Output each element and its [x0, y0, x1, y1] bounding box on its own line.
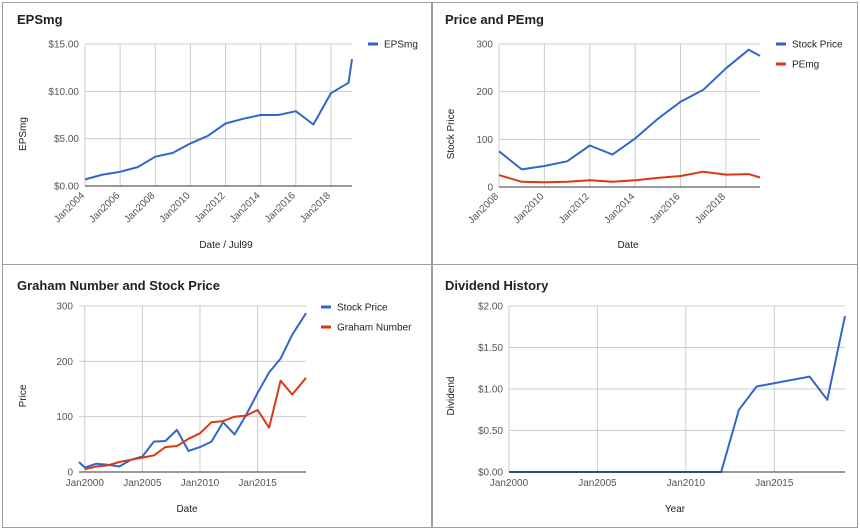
x-tick-label: Jan2014 [228, 190, 263, 225]
x-tick-label: Jan2005 [123, 478, 162, 489]
y-tick-label: $5.00 [54, 134, 79, 145]
chart-title: Graham Number and Stock Price [17, 278, 220, 293]
y-axis-label: Stock Price [446, 108, 457, 159]
x-tick-label: Jan2008 [466, 191, 501, 226]
y-axis-label: Dividend [446, 377, 457, 416]
x-tick-label: Jan2005 [578, 478, 617, 489]
x-tick-label: Jan2000 [490, 478, 529, 489]
series-line [84, 377, 307, 471]
x-tick-label: Jan2006 [87, 190, 122, 225]
chart-title: Dividend History [445, 278, 549, 293]
y-tick-label: 100 [56, 412, 73, 423]
chart-panel-graham: Graham Number and Stock Price 0 100 200 300… [2, 264, 432, 528]
series-line [498, 170, 761, 184]
y-tick-label: 300 [476, 40, 493, 51]
x-tick-label: Jan2012 [557, 191, 592, 226]
dividend-chart: Dividend History $0.00 $0.50 $1.00 $1.50 $2.… [445, 278, 846, 515]
x-tick-label: Jan2016 [263, 190, 298, 225]
chart-panel-dividend: Dividend History $0.00 $0.50 $1.00 $1.50 $2.… [432, 264, 858, 528]
graham-chart: Graham Number and Stock Price 0 100 200 300… [17, 278, 412, 515]
series-line [78, 312, 307, 469]
legend-label: Stock Price [337, 303, 388, 314]
y-tick-label: $1.00 [478, 385, 503, 396]
legend-label: EPSmg [384, 40, 418, 51]
series-line [84, 58, 353, 181]
x-tick-label: Jan2015 [755, 478, 794, 489]
y-tick-label: $1.50 [478, 343, 503, 354]
x-tick-label: Jan2012 [193, 190, 228, 225]
y-tick-label: 0 [487, 183, 493, 194]
y-tick-label: $0.00 [54, 182, 79, 193]
y-tick-label: 0 [67, 468, 73, 479]
y-tick-label: 200 [476, 87, 493, 98]
legend-label: PEmg [792, 60, 819, 71]
y-tick-label: $15.00 [48, 40, 79, 51]
y-axis-label: Price [18, 384, 29, 407]
x-tick-label: Jan2010 [512, 191, 547, 226]
x-tick-label: Jan2010 [158, 190, 193, 225]
y-tick-label: $2.00 [478, 302, 503, 313]
y-tick-label: $0.50 [478, 426, 503, 437]
x-axis-label: Date / Jul99 [199, 240, 253, 251]
y-tick-label: 200 [56, 357, 73, 368]
y-tick-label: 100 [476, 135, 493, 146]
x-tick-label: Jan2014 [602, 191, 637, 226]
legend-label: Stock Price [792, 40, 843, 51]
x-tick-label: Jan2018 [298, 190, 333, 225]
x-tick-label: Jan2016 [648, 191, 683, 226]
chart-panel-price-pemg: Price and PEmg 0 100 200 300 Jan2008 Jan2010… [432, 2, 858, 266]
series-line [498, 48, 761, 171]
x-tick-label: Jan2004 [52, 190, 87, 225]
x-axis-label: Date [176, 504, 198, 515]
price-pemg-chart: Price and PEmg 0 100 200 300 Jan2008 Jan2010… [445, 12, 843, 251]
epsmg-chart: EPSmg $0.00$5.00$10.00$15.00 Jan2004 Jan2… [17, 12, 418, 251]
x-tick-label: Jan2015 [238, 478, 277, 489]
x-axis-label: Date [617, 240, 639, 251]
y-tick-label: $0.00 [478, 468, 503, 479]
y-tick-label: 300 [56, 302, 73, 313]
y-tick-label: $10.00 [48, 87, 79, 98]
x-tick-label: Jan2000 [66, 478, 105, 489]
series-line [509, 315, 846, 473]
chart-title: Price and PEmg [445, 12, 544, 27]
y-axis-label: EPSmg [18, 117, 29, 151]
chart-title: EPSmg [17, 12, 63, 27]
x-tick-label: Jan2018 [693, 191, 728, 226]
legend-label: Graham Number [337, 323, 412, 334]
chart-panel-epsmg: EPSmg $0.00 $5.00 $10.00 $15.00 Jan2004 Jan2… [2, 2, 432, 266]
x-tick-label: Jan2008 [122, 190, 157, 225]
x-tick-label: Jan2010 [181, 478, 220, 489]
x-tick-label: Jan2010 [667, 478, 706, 489]
x-axis-label: Year [665, 504, 686, 515]
